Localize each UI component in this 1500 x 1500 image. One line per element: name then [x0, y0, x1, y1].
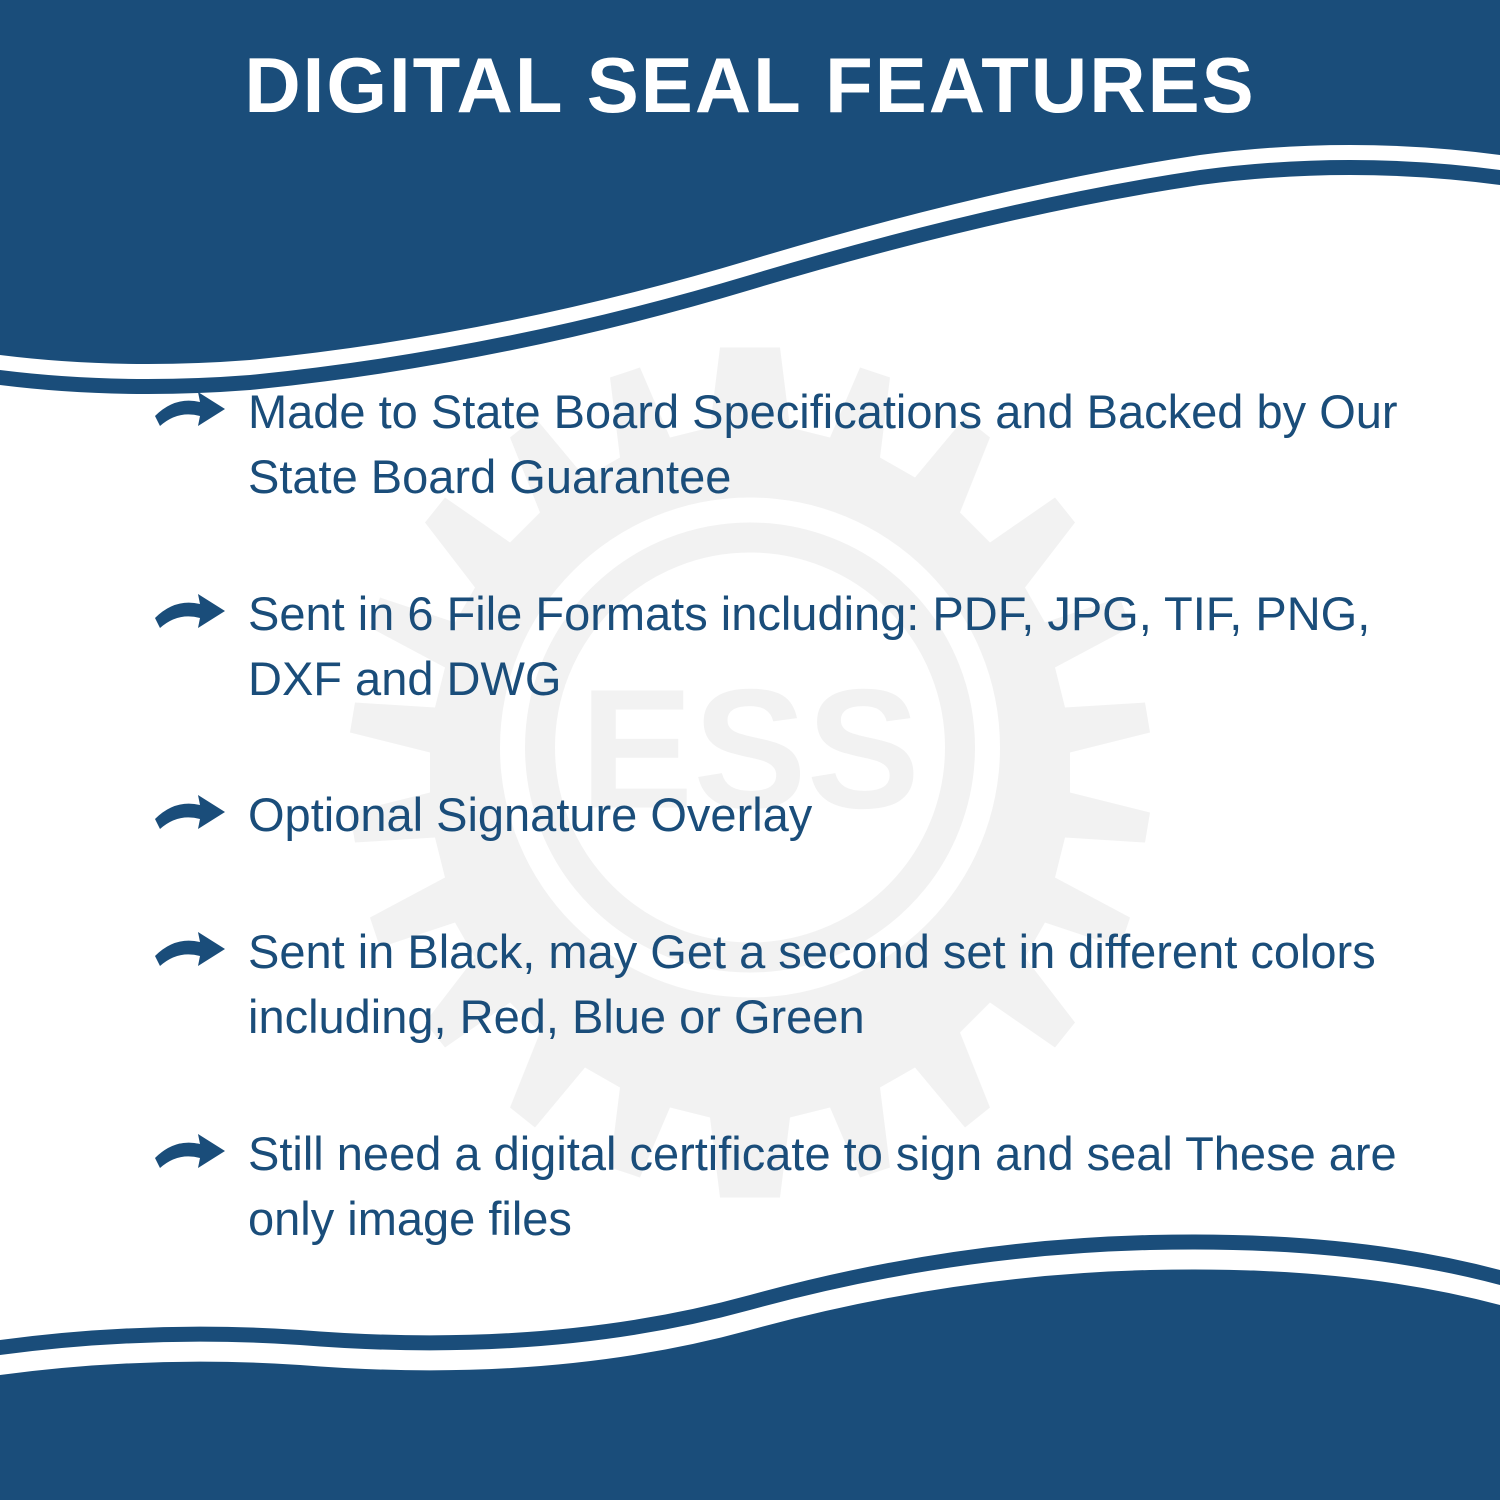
page-title: DIGITAL SEAL FEATURES — [0, 40, 1500, 131]
feature-item: Sent in 6 File Formats including: PDF, J… — [150, 582, 1410, 712]
arrow-icon — [150, 586, 230, 636]
arrow-icon — [150, 1126, 230, 1176]
feature-text: Sent in Black, may Get a second set in d… — [248, 920, 1410, 1050]
feature-text: Sent in 6 File Formats including: PDF, J… — [248, 582, 1410, 712]
feature-text: Optional Signature Overlay — [248, 783, 812, 848]
header-banner: DIGITAL SEAL FEATURES — [0, 0, 1500, 400]
feature-item: Still need a digital certificate to sign… — [150, 1122, 1410, 1252]
feature-text: Still need a digital certificate to sign… — [248, 1122, 1410, 1252]
arrow-icon — [150, 924, 230, 974]
feature-item: Sent in Black, may Get a second set in d… — [150, 920, 1410, 1050]
feature-item: Made to State Board Specifications and B… — [150, 380, 1410, 510]
arrow-icon — [150, 787, 230, 837]
features-list: Made to State Board Specifications and B… — [150, 380, 1410, 1324]
arrow-icon — [150, 384, 230, 434]
feature-item: Optional Signature Overlay — [150, 783, 1410, 848]
feature-text: Made to State Board Specifications and B… — [248, 380, 1410, 510]
